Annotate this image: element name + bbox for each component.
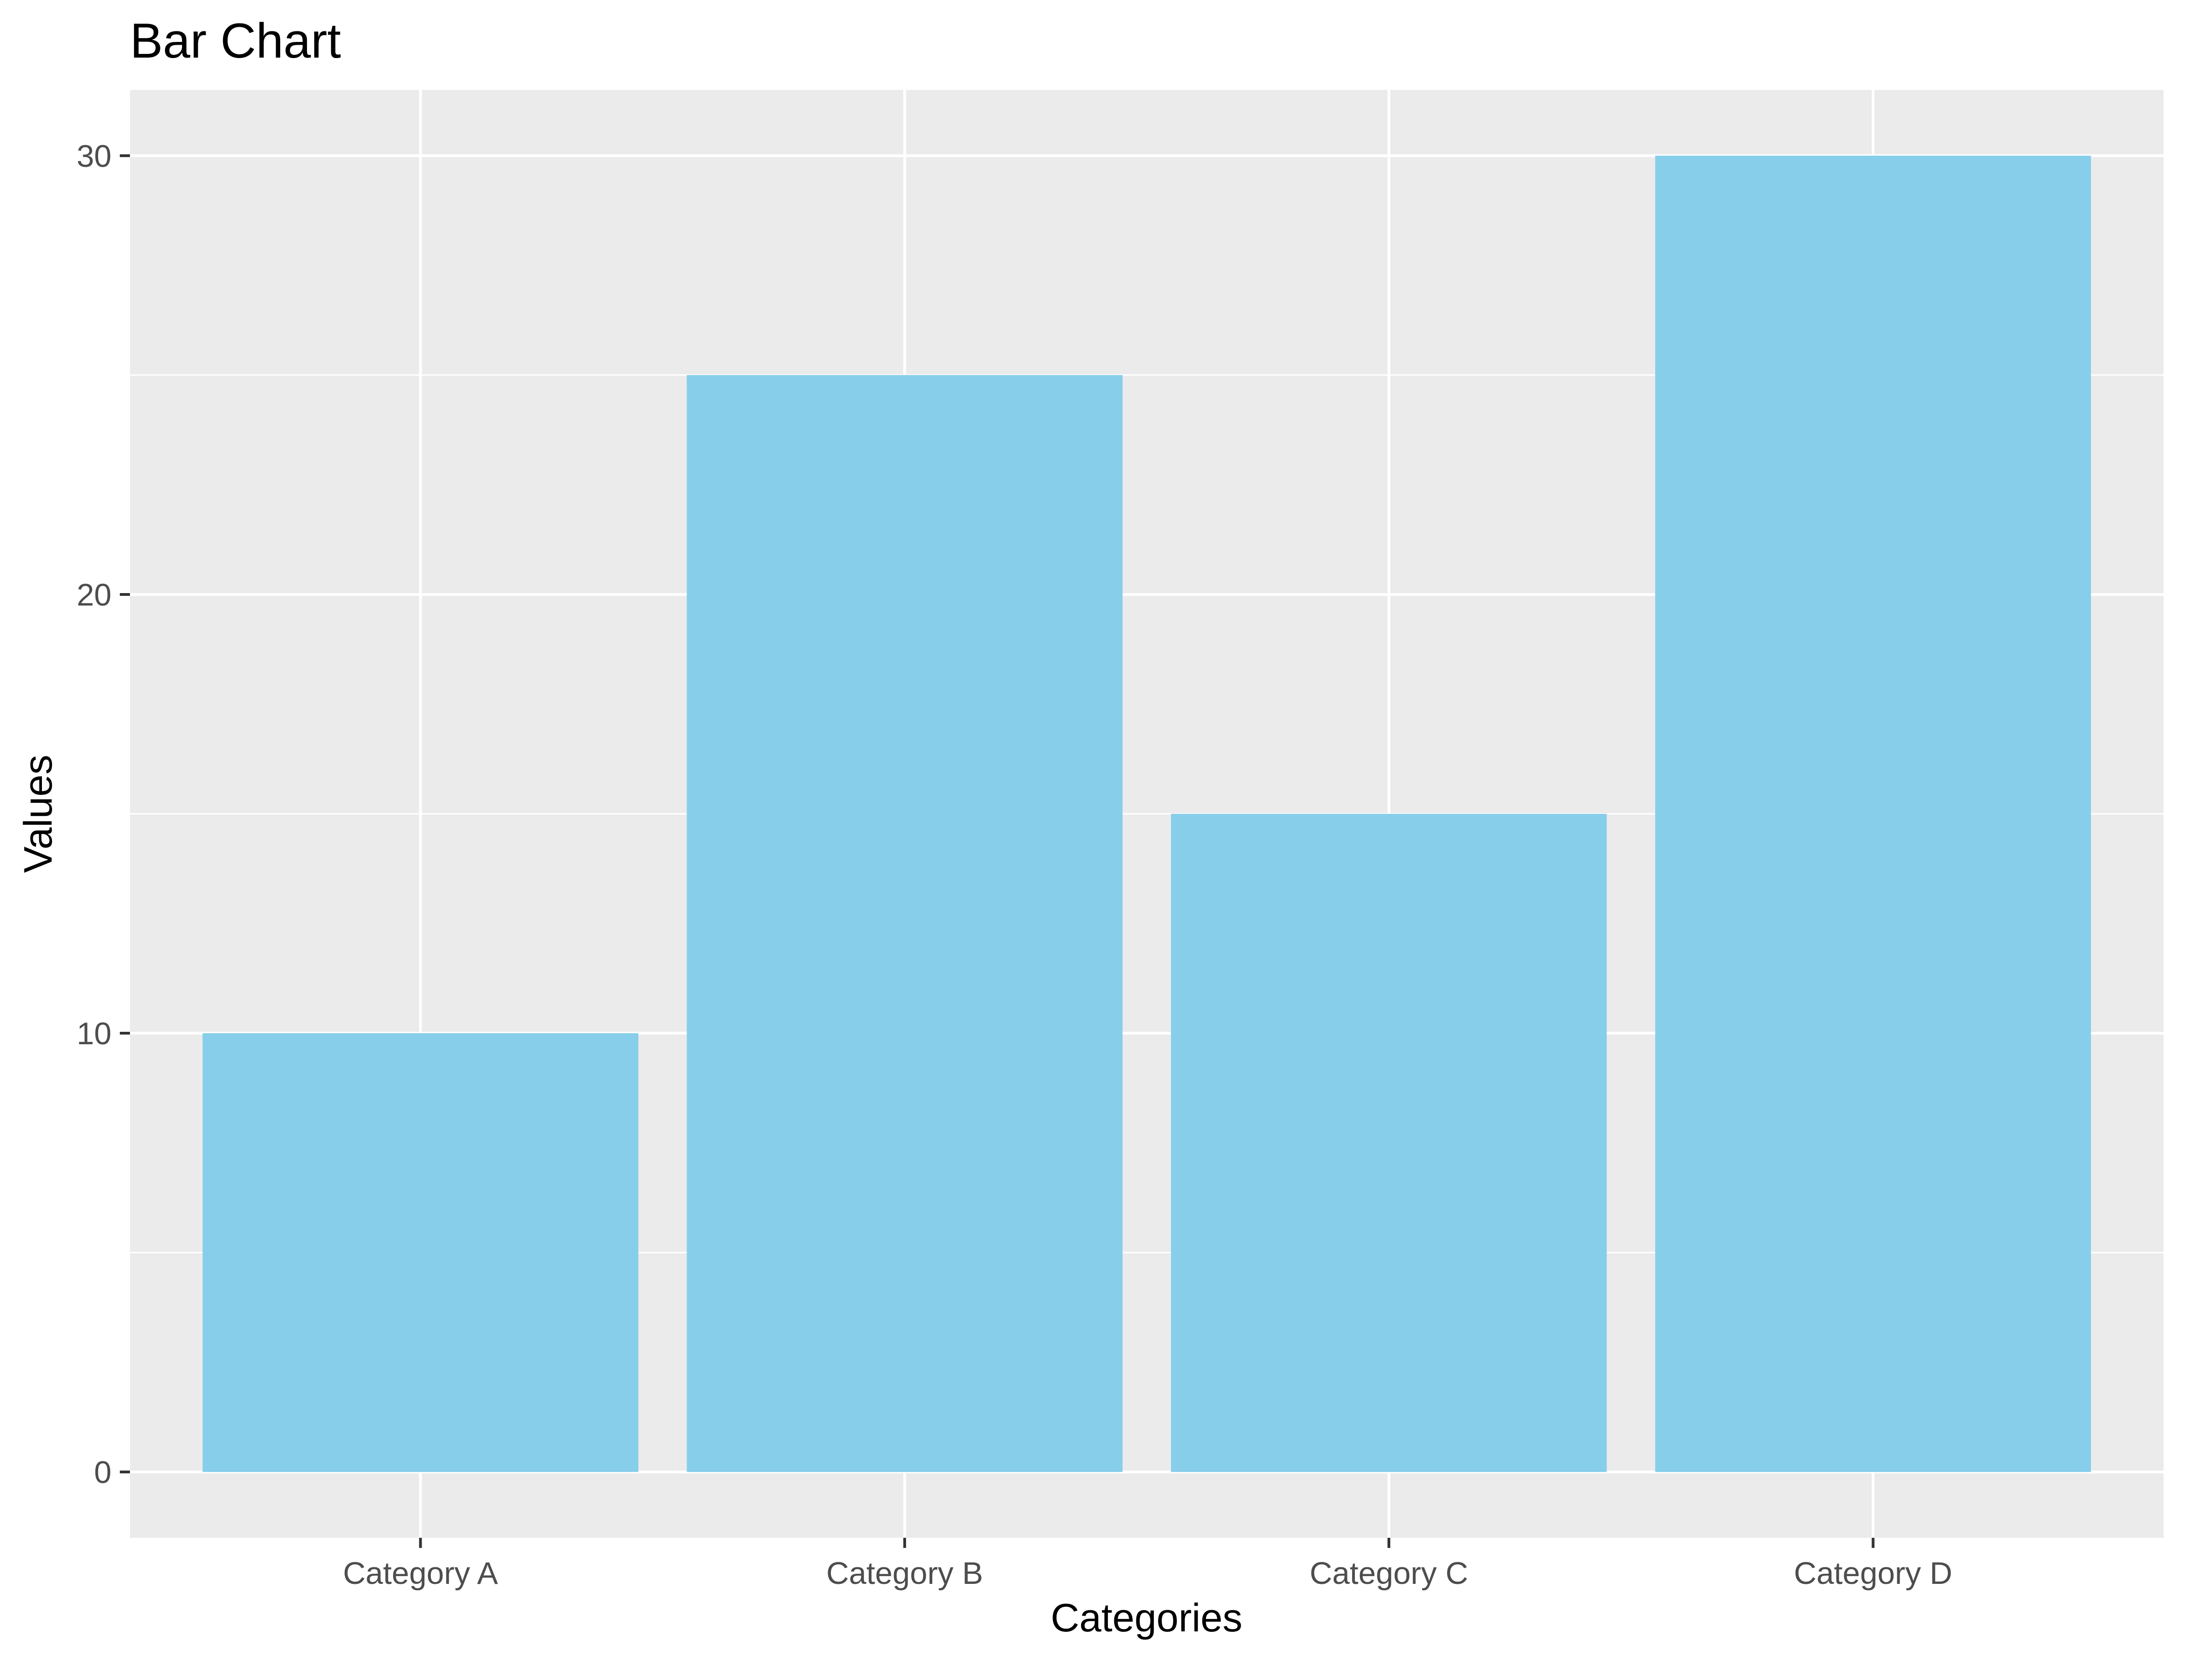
x-axis-title: Categories bbox=[1051, 1596, 1242, 1640]
bar-category-b bbox=[687, 375, 1123, 1472]
y-tick-label: 10 bbox=[76, 1016, 112, 1051]
chart-title: Bar Chart bbox=[130, 13, 341, 68]
x-tick-label: Category A bbox=[343, 1556, 498, 1591]
y-axis-title: Values bbox=[16, 755, 60, 873]
bars bbox=[202, 155, 2091, 1472]
axes: 0 10 20 30 Category A Category B Category C Cat… bbox=[76, 139, 1952, 1591]
bar-category-d bbox=[1655, 155, 2091, 1472]
y-tick-label: 30 bbox=[76, 139, 112, 174]
bar-category-a bbox=[202, 1033, 639, 1472]
bar-category-c bbox=[1171, 814, 1607, 1472]
y-tick-label: 20 bbox=[76, 577, 112, 612]
x-tick-label: Category C bbox=[1310, 1556, 1468, 1591]
x-tick-label: Category B bbox=[826, 1556, 983, 1591]
y-tick-label: 0 bbox=[94, 1455, 112, 1490]
x-tick-label: Category D bbox=[1794, 1556, 1953, 1591]
